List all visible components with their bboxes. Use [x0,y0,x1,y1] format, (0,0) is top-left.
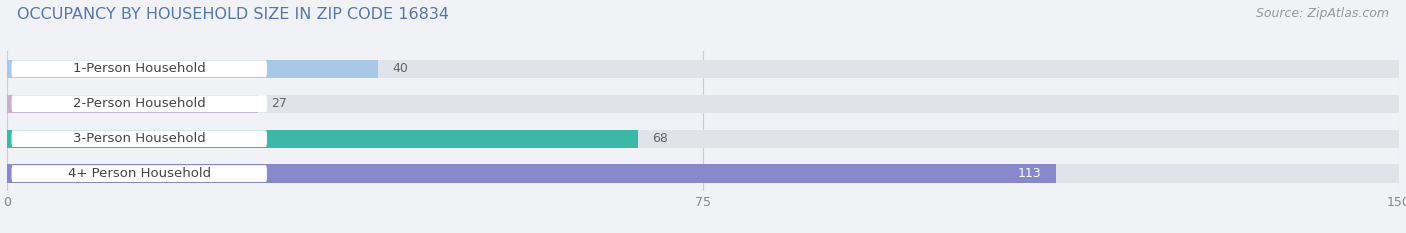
Bar [7,130,1399,148]
FancyBboxPatch shape [11,95,267,112]
Text: 40: 40 [392,62,408,75]
Text: 1-Person Household: 1-Person Household [73,62,205,75]
Bar [7,95,257,113]
FancyBboxPatch shape [11,130,267,147]
FancyBboxPatch shape [11,165,267,182]
Text: 68: 68 [652,132,668,145]
Text: Source: ZipAtlas.com: Source: ZipAtlas.com [1256,7,1389,20]
Text: 113: 113 [1018,167,1042,180]
Bar [7,60,378,78]
Bar [7,60,1399,78]
Bar [7,130,638,148]
Bar [7,95,1399,113]
Text: 3-Person Household: 3-Person Household [73,132,205,145]
Text: OCCUPANCY BY HOUSEHOLD SIZE IN ZIP CODE 16834: OCCUPANCY BY HOUSEHOLD SIZE IN ZIP CODE … [17,7,449,22]
Bar [7,164,1399,183]
FancyBboxPatch shape [11,60,267,77]
Text: 27: 27 [271,97,287,110]
Text: 2-Person Household: 2-Person Household [73,97,205,110]
Text: 4+ Person Household: 4+ Person Household [67,167,211,180]
Bar [7,164,1056,183]
